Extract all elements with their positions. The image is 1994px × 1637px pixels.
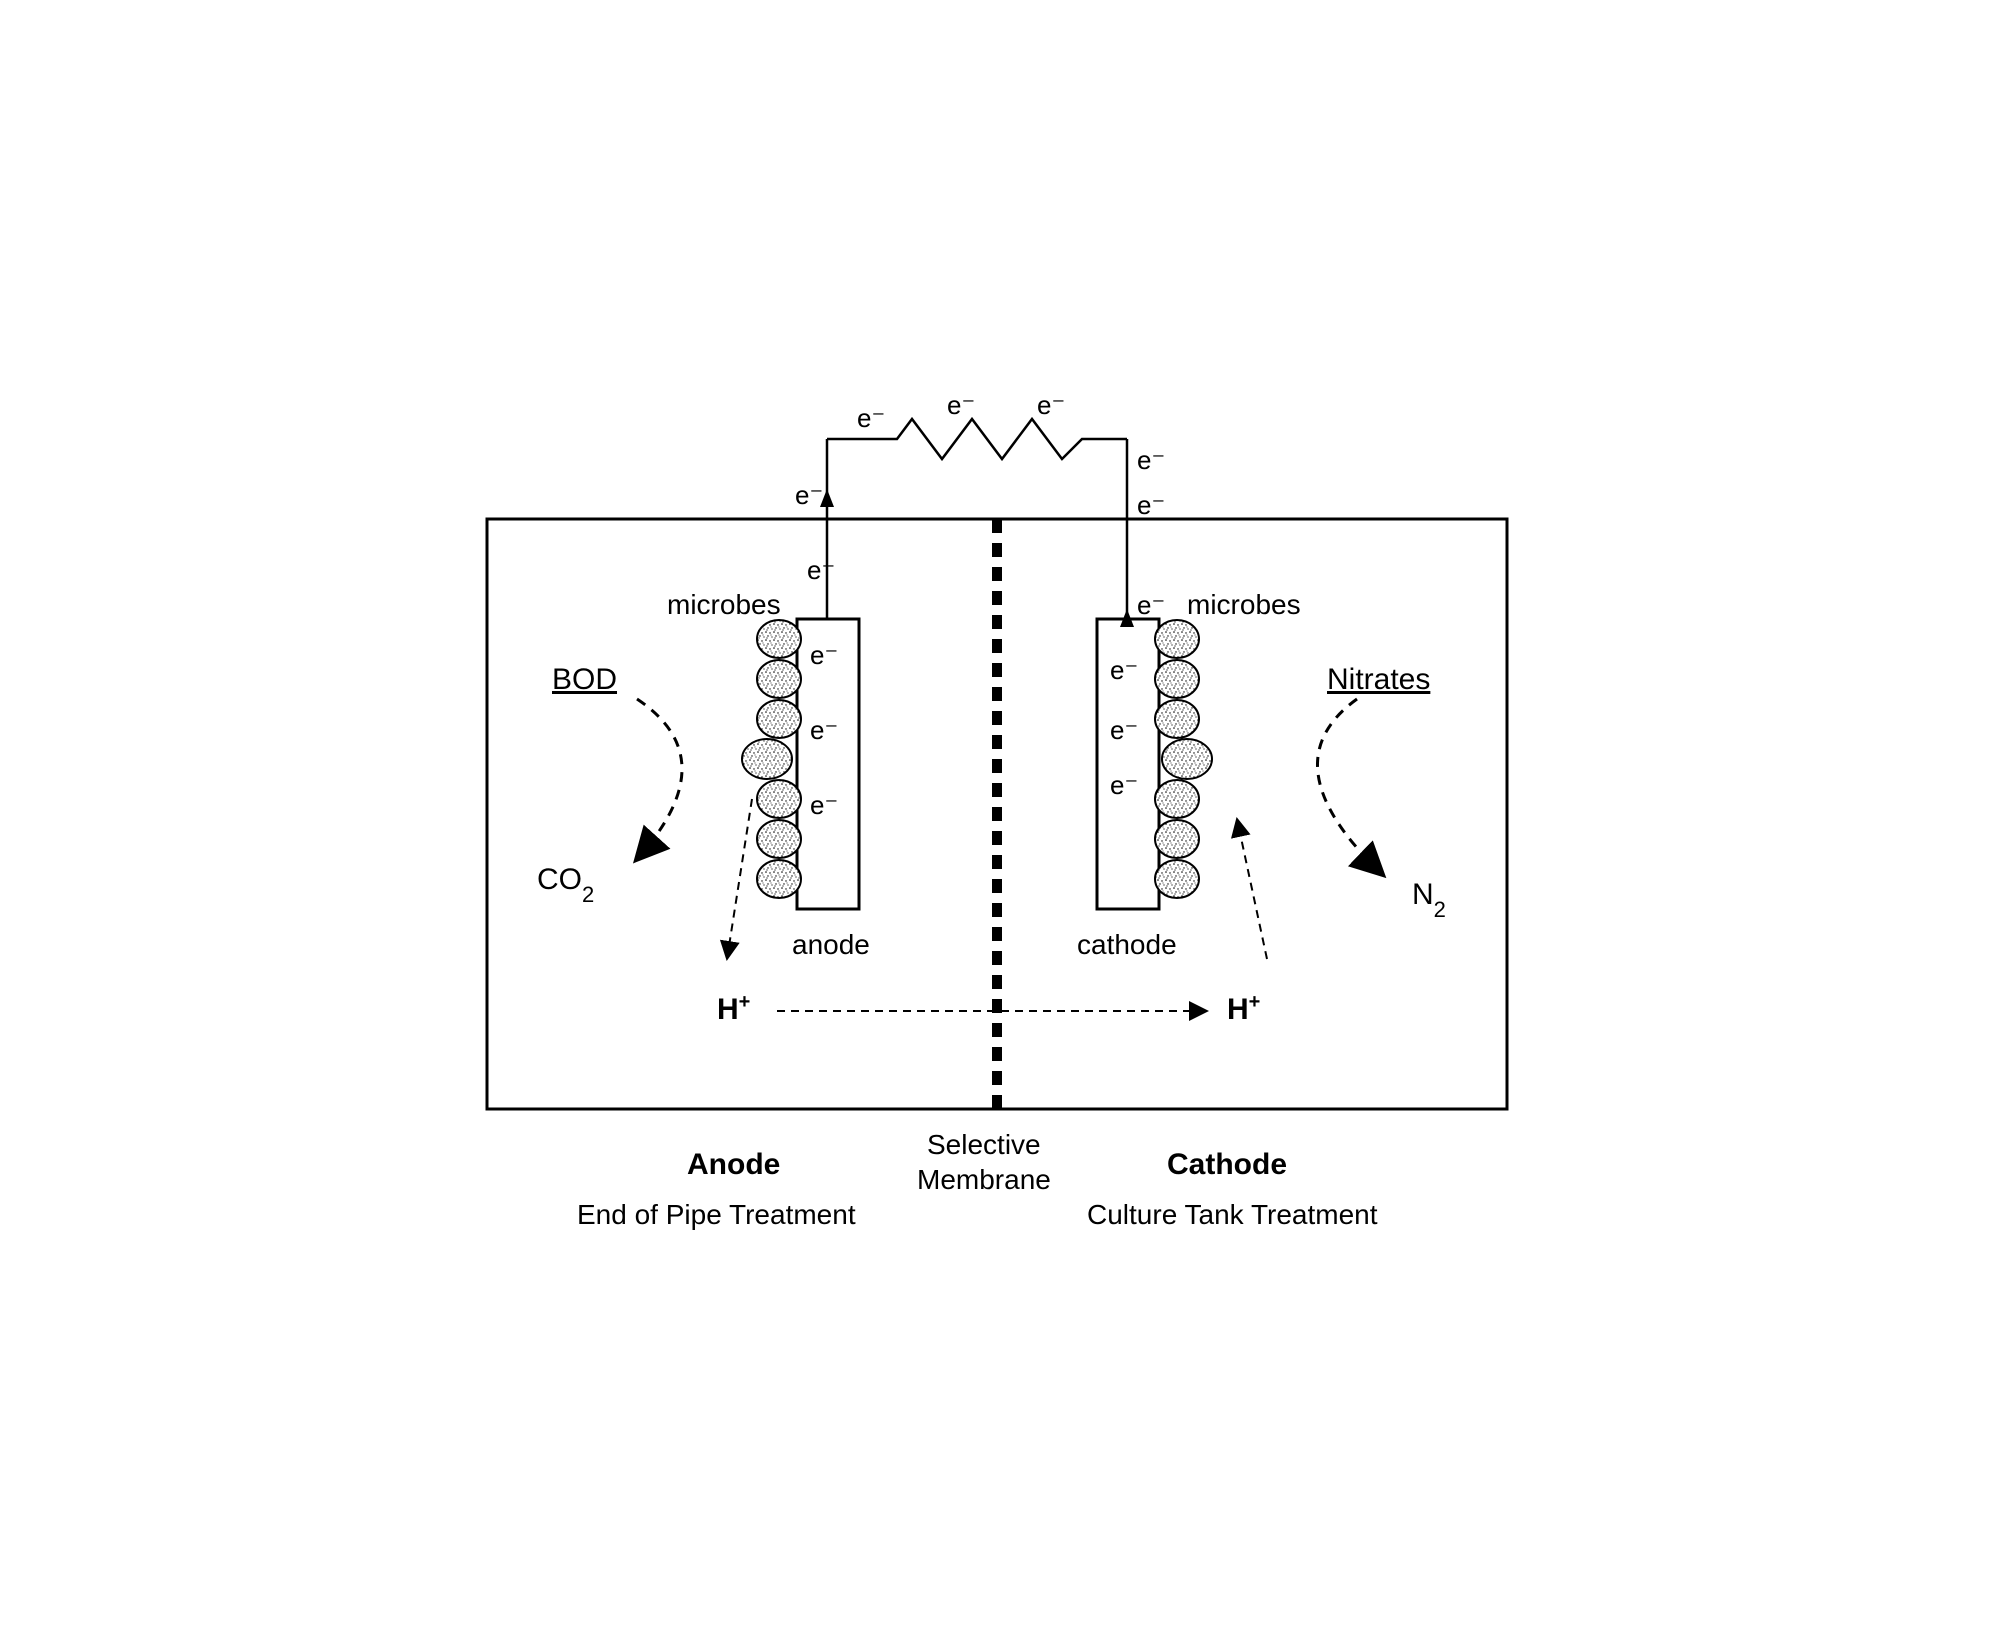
cathode-inner-label: cathode <box>1077 929 1177 960</box>
mfc-diagram: e⁻ e⁻ e⁻ e⁻ e⁻ e⁻ e⁻ e⁻ e⁻ e⁻ e⁻ e⁻ e⁻ e… <box>397 319 1597 1319</box>
e-label-top3: e⁻ <box>1037 390 1065 420</box>
membrane-label-1: Selective <box>927 1129 1041 1160</box>
e-label-cathode-wire: e⁻ <box>1137 490 1165 520</box>
nitrates-to-n2-arrow <box>1317 699 1382 874</box>
e-label-anode-inside1: e⁻ <box>807 555 835 585</box>
microbes-cathode <box>1155 620 1212 898</box>
e-cathode-1: e⁻ <box>1110 655 1138 685</box>
e-anode-1: e⁻ <box>810 640 838 670</box>
anode-to-h-arrow <box>727 799 752 959</box>
h-plus-right: H+ <box>1227 991 1260 1026</box>
cathode-subtitle: Culture Tank Treatment <box>1087 1199 1378 1230</box>
microbes-label-left: microbes <box>667 589 781 620</box>
anode-inner-label: anode <box>792 929 870 960</box>
membrane-label-2: Membrane <box>917 1164 1051 1195</box>
bod-to-co2-arrow <box>637 699 682 859</box>
e-label-top4: e⁻ <box>1137 445 1165 475</box>
h-to-cathode-arrow <box>1237 819 1267 959</box>
e-anode-2: e⁻ <box>810 715 838 745</box>
microbes-anode <box>742 620 801 898</box>
e-anode-3: e⁻ <box>810 790 838 820</box>
e-label-cathode-inside1: e⁻ <box>1137 590 1165 620</box>
nitrates-label: Nitrates <box>1327 663 1430 696</box>
co2-label: CO2 <box>537 863 594 907</box>
e-label-anode-wire: e⁻ <box>795 480 823 510</box>
diagram-svg: e⁻ e⁻ e⁻ e⁻ e⁻ e⁻ e⁻ e⁻ e⁻ e⁻ e⁻ e⁻ e⁻ e… <box>397 319 1597 1319</box>
bod-label: BOD <box>552 663 617 696</box>
h-plus-left: H+ <box>717 991 750 1026</box>
anode-title: Anode <box>687 1148 780 1181</box>
anode-subtitle: End of Pipe Treatment <box>577 1199 856 1230</box>
cathode-title: Cathode <box>1167 1148 1287 1181</box>
microbes-label-right: microbes <box>1187 589 1301 620</box>
e-label-top1: e⁻ <box>857 403 885 433</box>
e-label-top2: e⁻ <box>947 390 975 420</box>
e-cathode-2: e⁻ <box>1110 715 1138 745</box>
e-cathode-3: e⁻ <box>1110 770 1138 800</box>
n2-label: N2 <box>1412 878 1446 922</box>
